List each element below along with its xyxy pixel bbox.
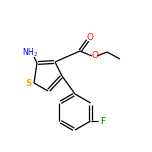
Text: F: F (100, 116, 105, 126)
Text: O: O (92, 52, 98, 60)
Text: S: S (26, 78, 32, 88)
Text: NH$_2$: NH$_2$ (22, 47, 38, 59)
Text: O: O (86, 33, 93, 43)
